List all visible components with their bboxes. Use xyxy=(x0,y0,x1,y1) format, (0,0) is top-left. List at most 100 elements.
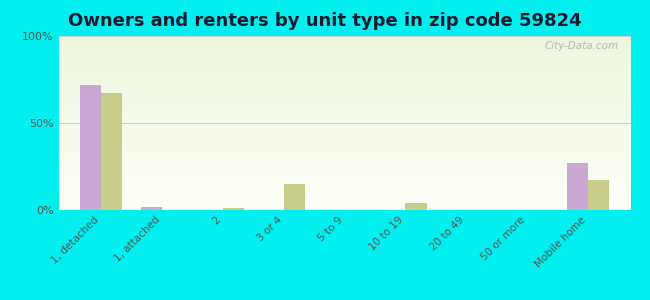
Bar xyxy=(58,149,630,151)
Bar xyxy=(58,165,630,167)
Bar xyxy=(58,167,630,168)
Bar xyxy=(58,76,630,78)
Bar xyxy=(58,132,630,134)
Bar xyxy=(58,102,630,104)
Bar xyxy=(58,179,630,180)
Bar xyxy=(58,88,630,90)
Bar xyxy=(58,78,630,80)
Bar xyxy=(58,38,630,40)
Bar xyxy=(58,69,630,71)
Bar xyxy=(58,163,630,165)
Bar xyxy=(58,127,630,128)
Bar xyxy=(58,80,630,81)
Bar xyxy=(58,92,630,93)
Bar xyxy=(283,184,305,210)
Bar xyxy=(58,128,630,130)
Bar xyxy=(58,154,630,156)
Bar xyxy=(58,93,630,95)
Bar xyxy=(58,196,630,198)
Bar xyxy=(58,139,630,140)
Bar xyxy=(223,208,244,210)
Bar xyxy=(58,106,630,107)
Bar xyxy=(58,135,630,137)
Bar xyxy=(58,206,630,208)
Bar xyxy=(58,107,630,109)
Bar xyxy=(58,43,630,45)
Text: City-Data.com: City-Data.com xyxy=(545,41,619,51)
Bar xyxy=(58,97,630,99)
Bar xyxy=(58,74,630,76)
Bar xyxy=(58,111,630,112)
Bar xyxy=(58,173,630,175)
Bar xyxy=(58,116,630,118)
Bar xyxy=(58,177,630,179)
Bar xyxy=(101,93,122,210)
Bar xyxy=(58,180,630,182)
Bar xyxy=(58,156,630,158)
Bar xyxy=(58,52,630,53)
Bar xyxy=(58,118,630,119)
Bar xyxy=(58,121,630,123)
Bar xyxy=(58,184,630,186)
Bar xyxy=(58,172,630,173)
Bar xyxy=(58,194,630,196)
Bar xyxy=(58,151,630,153)
Bar xyxy=(58,142,630,144)
Bar xyxy=(58,193,630,194)
Bar xyxy=(406,203,426,210)
Bar xyxy=(58,208,630,210)
Bar xyxy=(58,161,630,163)
Bar xyxy=(588,180,609,210)
Bar xyxy=(567,163,588,210)
Bar xyxy=(58,182,630,184)
Bar xyxy=(58,58,630,60)
Bar xyxy=(58,119,630,121)
Bar xyxy=(58,57,630,58)
Bar xyxy=(58,130,630,132)
Bar xyxy=(58,99,630,100)
Bar xyxy=(58,83,630,85)
Bar xyxy=(58,186,630,188)
Bar xyxy=(58,140,630,142)
Bar xyxy=(58,45,630,46)
Bar xyxy=(58,168,630,170)
Bar xyxy=(58,112,630,114)
Bar xyxy=(58,201,630,203)
Bar xyxy=(58,134,630,135)
Bar xyxy=(58,62,630,64)
Bar xyxy=(58,85,630,86)
Bar xyxy=(58,90,630,92)
Bar xyxy=(58,191,630,193)
Bar xyxy=(58,36,630,38)
Bar xyxy=(58,67,630,69)
Bar xyxy=(58,198,630,200)
Bar xyxy=(58,64,630,66)
Bar xyxy=(58,86,630,88)
Bar xyxy=(58,153,630,154)
Bar xyxy=(58,189,630,191)
Bar xyxy=(58,109,630,111)
Bar xyxy=(58,203,630,205)
Bar xyxy=(58,46,630,48)
Bar xyxy=(58,104,630,106)
Bar xyxy=(58,123,630,125)
Bar xyxy=(58,55,630,57)
Bar xyxy=(58,40,630,41)
Bar xyxy=(58,114,630,116)
Bar xyxy=(80,85,101,210)
Bar xyxy=(58,200,630,201)
Bar xyxy=(58,73,630,74)
Bar xyxy=(58,95,630,97)
Bar xyxy=(58,146,630,147)
Bar xyxy=(58,158,630,160)
Bar xyxy=(58,50,630,52)
Bar xyxy=(58,160,630,161)
Text: Owners and renters by unit type in zip code 59824: Owners and renters by unit type in zip c… xyxy=(68,12,582,30)
Bar xyxy=(58,188,630,189)
Bar xyxy=(58,53,630,55)
Bar xyxy=(58,81,630,83)
Bar xyxy=(58,125,630,127)
Bar xyxy=(58,144,630,146)
Bar xyxy=(58,175,630,177)
Bar xyxy=(58,60,630,62)
